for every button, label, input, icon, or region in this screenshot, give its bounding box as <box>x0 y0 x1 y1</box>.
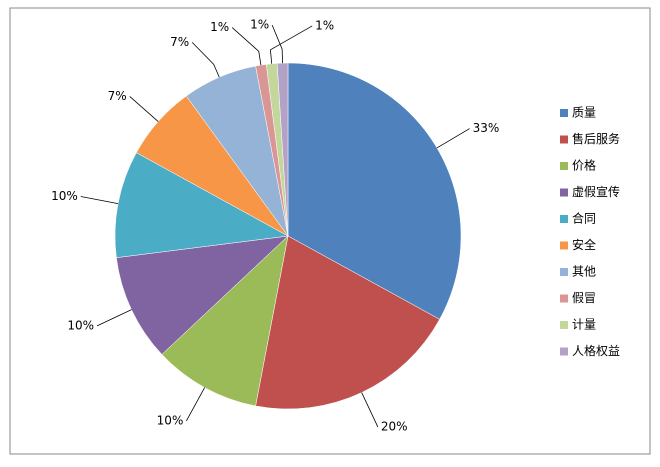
data-label: 1% <box>315 18 334 32</box>
legend-label: 假冒 <box>572 291 596 305</box>
data-label: 7% <box>108 89 127 103</box>
legend-swatch <box>560 188 568 197</box>
leader-line <box>96 309 132 327</box>
data-label: 1% <box>210 20 229 34</box>
legend-label: 安全 <box>572 237 596 252</box>
leader-line <box>80 196 119 204</box>
data-label: 10% <box>67 318 94 332</box>
legend-label: 质量 <box>572 106 596 120</box>
legend-swatch <box>560 268 568 276</box>
pie-slice <box>114 152 289 258</box>
leader-line <box>191 42 220 78</box>
legend-label: 计量 <box>572 318 596 332</box>
legend-swatch <box>560 241 568 250</box>
data-label: 7% <box>170 35 189 49</box>
legend-swatch <box>560 162 568 170</box>
data-label: 33% <box>473 121 500 135</box>
pie-slice <box>287 62 462 320</box>
data-label: 1% <box>250 18 269 32</box>
leader-line <box>185 387 206 422</box>
legend-label: 虚假宣传 <box>572 184 620 199</box>
legend-label: 其他 <box>572 265 596 279</box>
legend-label: 合同 <box>572 211 596 226</box>
leader-line <box>361 392 379 428</box>
leader-line <box>231 27 262 66</box>
legend-swatch <box>560 135 568 144</box>
leader-line <box>269 25 313 64</box>
leader-line <box>271 24 283 64</box>
legend-label: 售后服务 <box>572 131 620 146</box>
pie-slice <box>276 62 289 237</box>
legend-swatch <box>560 215 568 223</box>
legend-swatch <box>560 321 568 329</box>
legend-swatch <box>560 347 568 356</box>
data-label: 10% <box>157 413 184 427</box>
legend-swatch <box>560 109 568 117</box>
data-label: 10% <box>51 189 78 203</box>
legend-swatch <box>560 294 568 303</box>
leader-line <box>129 96 159 122</box>
data-label: 20% <box>381 419 408 433</box>
leader-line <box>436 128 470 149</box>
legend-label: 人格权益 <box>572 343 620 358</box>
legend-label: 价格 <box>572 158 596 173</box>
